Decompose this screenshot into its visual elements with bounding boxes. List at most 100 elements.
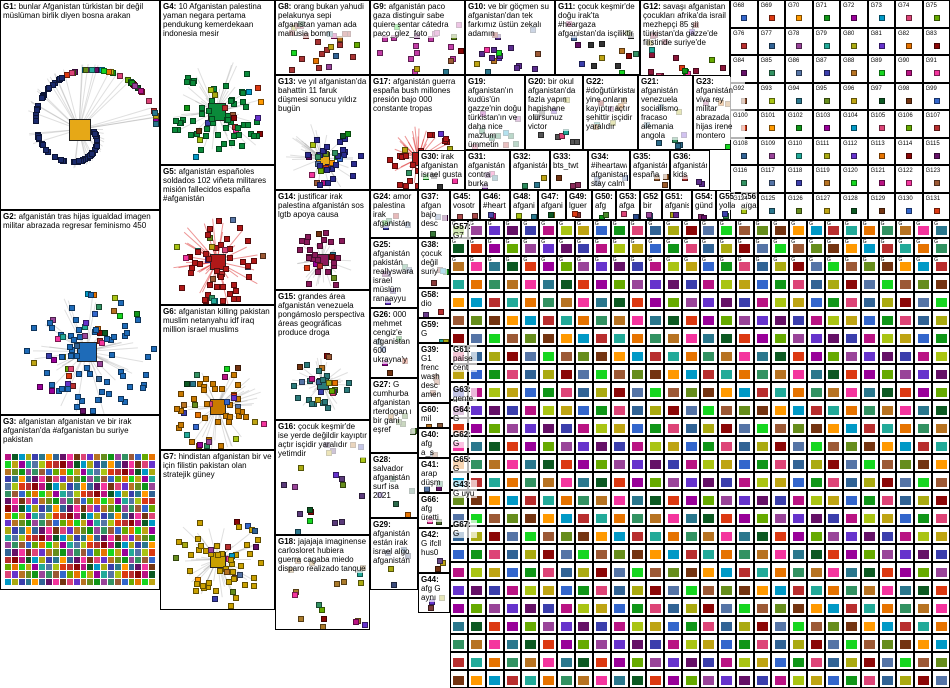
group-keywords: bunlar Afganistan türkistan bir değil mü… <box>3 2 143 20</box>
group-id: G99 <box>926 85 937 94</box>
node <box>67 520 73 526</box>
node <box>882 334 893 343</box>
micro-panel <box>771 436 789 454</box>
node <box>578 514 589 523</box>
node <box>596 478 607 487</box>
node <box>721 640 732 649</box>
node <box>193 154 199 160</box>
micro-panel <box>486 526 504 544</box>
micro-panel <box>486 652 504 670</box>
micro-panel: G <box>450 256 468 274</box>
micro-panel <box>646 454 664 472</box>
micro-panel <box>468 274 486 292</box>
group-keywords: orang bukan yahudi pelakunya sepi afgani… <box>278 2 364 38</box>
micro-panel: G <box>486 238 504 256</box>
node <box>76 327 82 333</box>
micro-panel <box>843 454 861 472</box>
node <box>87 461 93 467</box>
micro-panel: G <box>629 220 647 238</box>
node <box>24 348 30 354</box>
node <box>101 498 107 504</box>
group-keywords: afgani <box>513 201 535 210</box>
group-id: G130 <box>898 195 913 204</box>
node <box>936 550 947 559</box>
panel-label: G18: jajajaja imaginense carlosloret hub… <box>278 537 367 573</box>
node <box>226 419 232 425</box>
micro-panel <box>593 670 611 688</box>
micro-panel <box>843 364 861 382</box>
node <box>650 388 661 397</box>
micro-panel <box>611 526 629 544</box>
panel-label: G42: G ifcll hus0 <box>421 530 447 557</box>
panel-g59: G59: G <box>418 318 450 343</box>
group-id: G107 <box>926 112 941 121</box>
node <box>289 67 295 73</box>
node <box>189 439 195 445</box>
panel-g15: G15: grandes área afganistán venezuela p… <box>275 290 370 420</box>
node <box>507 658 518 667</box>
node <box>775 262 786 271</box>
node <box>332 150 338 156</box>
node <box>757 262 768 271</box>
micro-panel <box>486 616 504 634</box>
node <box>471 460 482 469</box>
node <box>142 520 148 526</box>
node <box>516 213 522 219</box>
node <box>646 212 652 218</box>
micro-panel <box>450 562 468 580</box>
micro-panel <box>825 526 843 544</box>
node <box>769 15 775 21</box>
micro-panel <box>843 274 861 292</box>
node <box>129 476 135 482</box>
node <box>828 460 839 469</box>
micro-panel <box>504 490 522 508</box>
micro-panel <box>754 544 772 562</box>
micro-panel: G116 <box>730 165 758 193</box>
micro-panel <box>861 562 879 580</box>
panel-label: G58: dio <box>421 290 447 308</box>
micro-panel <box>557 328 575 346</box>
node <box>299 379 305 385</box>
micro-panel <box>646 274 664 292</box>
panel-g53: G53: afga <box>616 190 640 220</box>
node <box>197 261 203 267</box>
micro-panel: G <box>521 238 539 256</box>
panel-g27: G27: G cumhurba afganistan rterdogan ı b… <box>370 378 418 453</box>
group-id: G3: <box>3 417 16 426</box>
micro-panel <box>843 382 861 400</box>
panel-label: G35: afganistán españa <box>633 152 667 179</box>
micro-panel <box>807 652 825 670</box>
panel-label: G31: afganistán contra burka <box>468 152 507 188</box>
node <box>190 118 196 124</box>
micro-panel <box>700 400 718 418</box>
node <box>828 298 839 307</box>
node <box>81 513 87 519</box>
micro-panel <box>879 544 897 562</box>
node <box>39 579 45 585</box>
node <box>846 388 857 397</box>
node <box>59 354 65 360</box>
node <box>900 478 911 487</box>
micro-panel <box>486 580 504 598</box>
micro-panel: G125 <box>758 193 786 221</box>
node <box>312 252 318 258</box>
node <box>793 244 804 253</box>
node <box>578 316 589 325</box>
node <box>108 549 114 555</box>
node <box>39 549 45 555</box>
micro-panel <box>575 616 593 634</box>
node <box>53 461 59 467</box>
node <box>775 658 786 667</box>
micro-panel <box>521 328 539 346</box>
node <box>864 370 875 379</box>
node <box>864 244 875 253</box>
node <box>74 535 80 541</box>
node <box>793 568 804 577</box>
node <box>223 266 229 272</box>
node <box>507 676 518 685</box>
node <box>614 604 625 613</box>
node <box>703 514 714 523</box>
micro-panel <box>700 418 718 436</box>
panel-label: G65: G <box>453 455 471 473</box>
node <box>94 483 100 489</box>
